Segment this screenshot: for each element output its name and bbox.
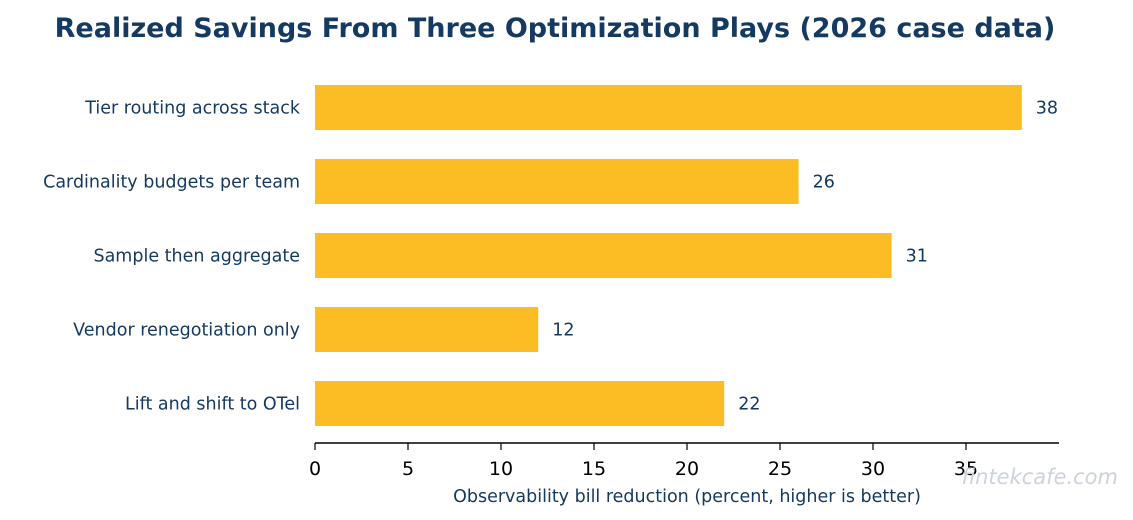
bars-group xyxy=(315,85,1022,426)
value-label: 12 xyxy=(552,321,574,341)
bar xyxy=(315,85,1022,130)
category-label: Vendor renegotiation only xyxy=(73,321,300,341)
value-labels: 38 26 31 12 22 xyxy=(552,99,1058,415)
x-tick-label: 10 xyxy=(489,458,513,480)
x-axis-ticks: 0 5 10 15 20 25 30 35 xyxy=(309,443,978,480)
x-axis-title: Observability bill reduction (percent, h… xyxy=(453,487,921,507)
x-tick-label: 30 xyxy=(861,458,885,480)
x-tick-label: 35 xyxy=(954,458,978,480)
value-label: 22 xyxy=(738,395,760,415)
category-label: Cardinality budgets per team xyxy=(43,173,300,193)
value-label: 26 xyxy=(813,173,835,193)
x-tick-label: 20 xyxy=(675,458,699,480)
x-tick-label: 5 xyxy=(402,458,414,480)
watermark: fintekcafe.com xyxy=(962,465,1118,489)
x-tick-label: 15 xyxy=(582,458,606,480)
bar xyxy=(315,159,799,204)
value-label: 38 xyxy=(1036,99,1058,119)
category-labels: Tier routing across stack Cardinality bud… xyxy=(43,99,301,415)
category-label: Tier routing across stack xyxy=(84,99,301,119)
value-label: 31 xyxy=(906,247,928,267)
bar xyxy=(315,233,892,278)
category-label: Sample then aggregate xyxy=(93,247,300,267)
chart-title: Realized Savings From Three Optimization… xyxy=(55,13,1056,44)
x-tick-label: 0 xyxy=(309,458,321,480)
bar xyxy=(315,381,725,426)
category-label: Lift and shift to OTel xyxy=(125,395,300,415)
x-tick-label: 25 xyxy=(768,458,792,480)
bar xyxy=(315,307,539,352)
